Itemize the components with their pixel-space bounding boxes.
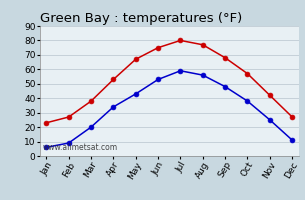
- Text: Green Bay : temperatures (°F): Green Bay : temperatures (°F): [40, 12, 242, 25]
- Text: www.allmetsat.com: www.allmetsat.com: [42, 143, 117, 152]
